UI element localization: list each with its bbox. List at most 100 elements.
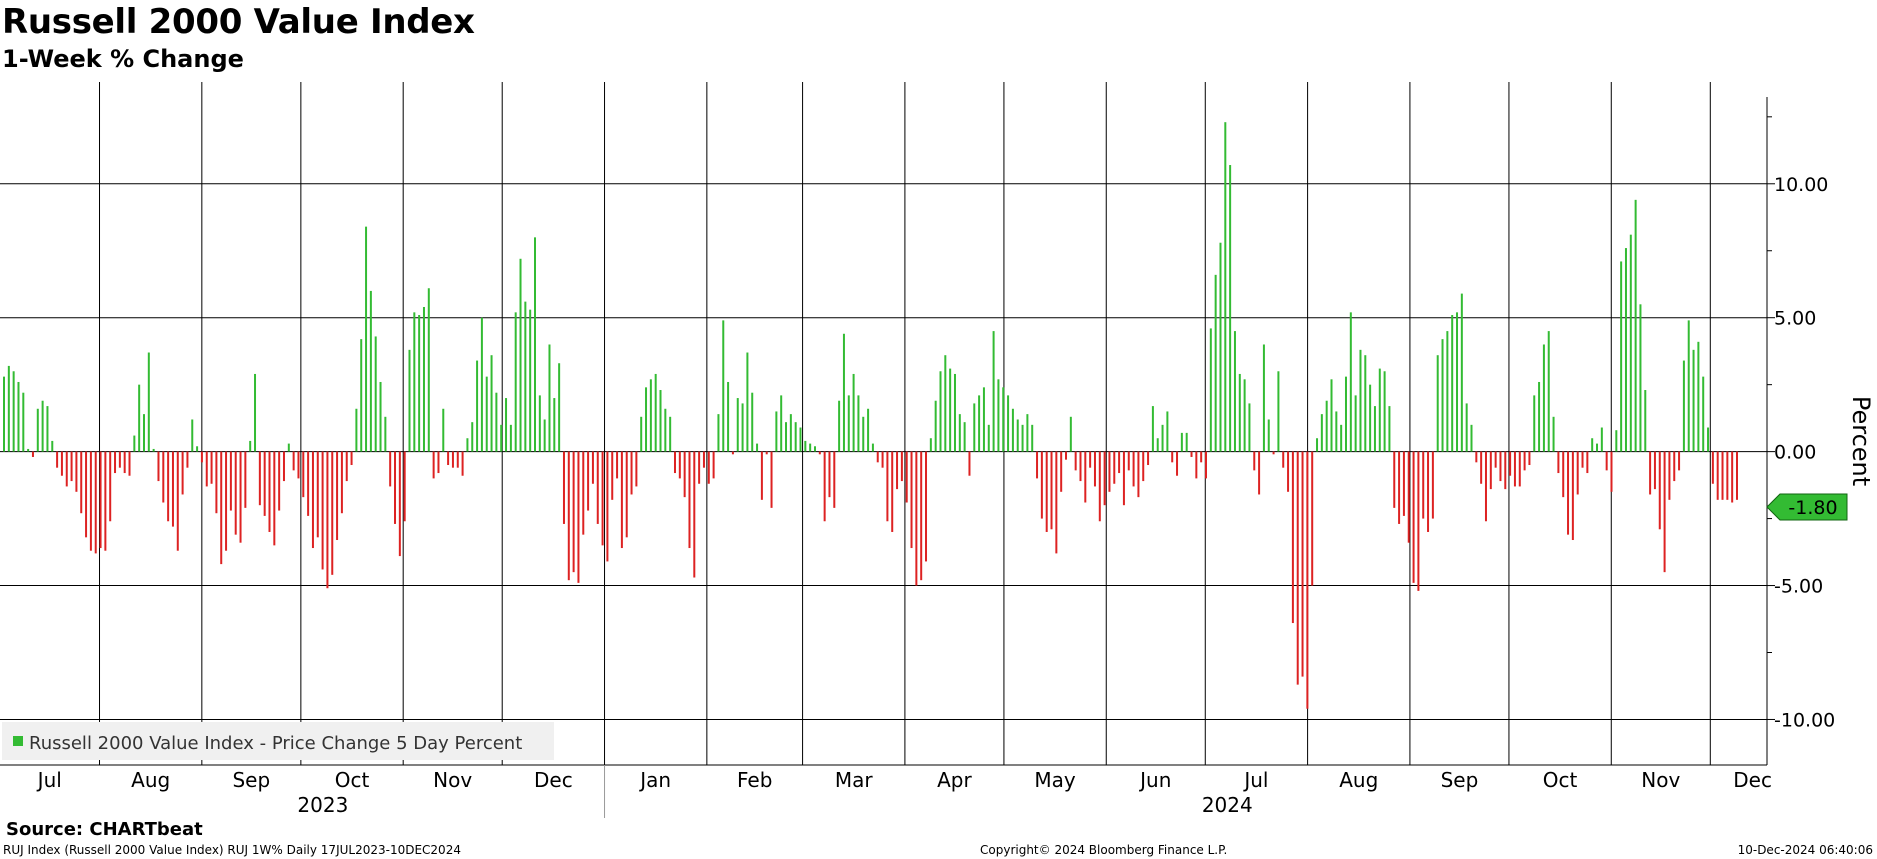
bar <box>649 379 652 452</box>
bar <box>326 451 329 589</box>
bar <box>437 451 440 474</box>
bar <box>234 451 237 535</box>
bar <box>953 373 956 452</box>
bar <box>524 301 527 452</box>
bar <box>1093 451 1096 487</box>
bar <box>1214 274 1217 452</box>
x-month-label: Oct <box>1543 768 1578 792</box>
bar <box>548 344 551 452</box>
bar <box>775 411 778 452</box>
bar <box>85 451 88 538</box>
bar <box>1021 424 1024 452</box>
bar <box>1122 451 1125 506</box>
bar <box>1074 451 1077 471</box>
bar <box>669 416 672 452</box>
bar <box>876 451 879 463</box>
bar <box>365 226 368 452</box>
bar <box>408 349 411 452</box>
bar <box>254 373 257 452</box>
bar <box>804 440 807 452</box>
bar-series <box>3 122 1738 709</box>
horizontal-gridlines <box>0 183 1767 720</box>
bar <box>794 422 797 452</box>
bar <box>80 451 83 514</box>
bar <box>451 451 454 468</box>
bar <box>1596 443 1599 452</box>
bar <box>867 408 870 452</box>
bar <box>509 424 512 452</box>
bar <box>1176 451 1179 476</box>
bar <box>176 451 179 551</box>
legend: Russell 2000 Value Index - Price Change … <box>2 722 554 760</box>
bar <box>1118 451 1121 474</box>
bar <box>1040 451 1043 519</box>
bar <box>982 387 985 452</box>
bar <box>756 443 759 452</box>
bar <box>1267 419 1270 452</box>
x-axis: Jul Aug Sep Oct Nov Dec Jan Feb Mar Apr May Jun Jul A… <box>36 765 1772 818</box>
bar <box>1258 451 1261 495</box>
bar <box>567 451 570 581</box>
bar <box>818 451 821 455</box>
bar <box>1422 451 1425 519</box>
bar <box>905 451 908 503</box>
bar <box>273 451 276 546</box>
x-month-label: Aug <box>1339 768 1378 792</box>
bar <box>46 406 49 452</box>
bar <box>1431 451 1434 519</box>
bar <box>1349 312 1352 452</box>
bar <box>1615 430 1618 452</box>
bar <box>350 451 353 466</box>
bar <box>1571 451 1574 541</box>
bar <box>1716 451 1719 500</box>
bar <box>1296 451 1299 685</box>
y-tick-label: 5.00 <box>1774 308 1816 330</box>
bar <box>1050 451 1053 530</box>
bar <box>1649 451 1652 495</box>
bar <box>495 392 498 452</box>
bar <box>461 451 464 476</box>
bar <box>760 451 763 500</box>
bar <box>1591 438 1594 452</box>
bar <box>823 451 826 522</box>
bar <box>171 451 174 527</box>
bar <box>789 414 792 452</box>
bar <box>1084 451 1087 503</box>
bar <box>1378 368 1381 452</box>
bar <box>142 414 145 452</box>
bar <box>157 451 160 482</box>
bar <box>591 451 594 484</box>
x-month-label: Nov <box>433 768 472 792</box>
last-value-tag: -1.80 <box>1766 493 1848 521</box>
bar <box>413 312 416 452</box>
bar <box>1224 122 1227 452</box>
bar <box>620 451 623 549</box>
bar <box>1031 424 1034 452</box>
bar <box>1557 451 1560 474</box>
bar <box>239 451 242 543</box>
bar <box>886 451 889 522</box>
bar <box>698 451 701 484</box>
bar <box>813 446 816 452</box>
bar <box>1238 373 1241 452</box>
bar <box>1499 451 1502 482</box>
bar <box>1668 451 1671 500</box>
x-month-label: Jul <box>1242 768 1268 792</box>
bar <box>688 451 691 549</box>
bar <box>138 384 141 452</box>
bar <box>1707 427 1710 452</box>
bar <box>1151 406 1154 452</box>
bar <box>196 446 199 452</box>
bar <box>152 448 155 452</box>
bar <box>12 371 15 452</box>
bar <box>249 440 252 452</box>
bar <box>1065 451 1068 460</box>
bar <box>1393 451 1396 508</box>
x-month-label: Apr <box>937 768 972 792</box>
bar <box>973 403 976 452</box>
bar <box>1219 242 1222 452</box>
bar <box>717 414 720 452</box>
bar <box>191 419 194 452</box>
bar <box>1451 315 1454 452</box>
bar <box>963 422 966 452</box>
